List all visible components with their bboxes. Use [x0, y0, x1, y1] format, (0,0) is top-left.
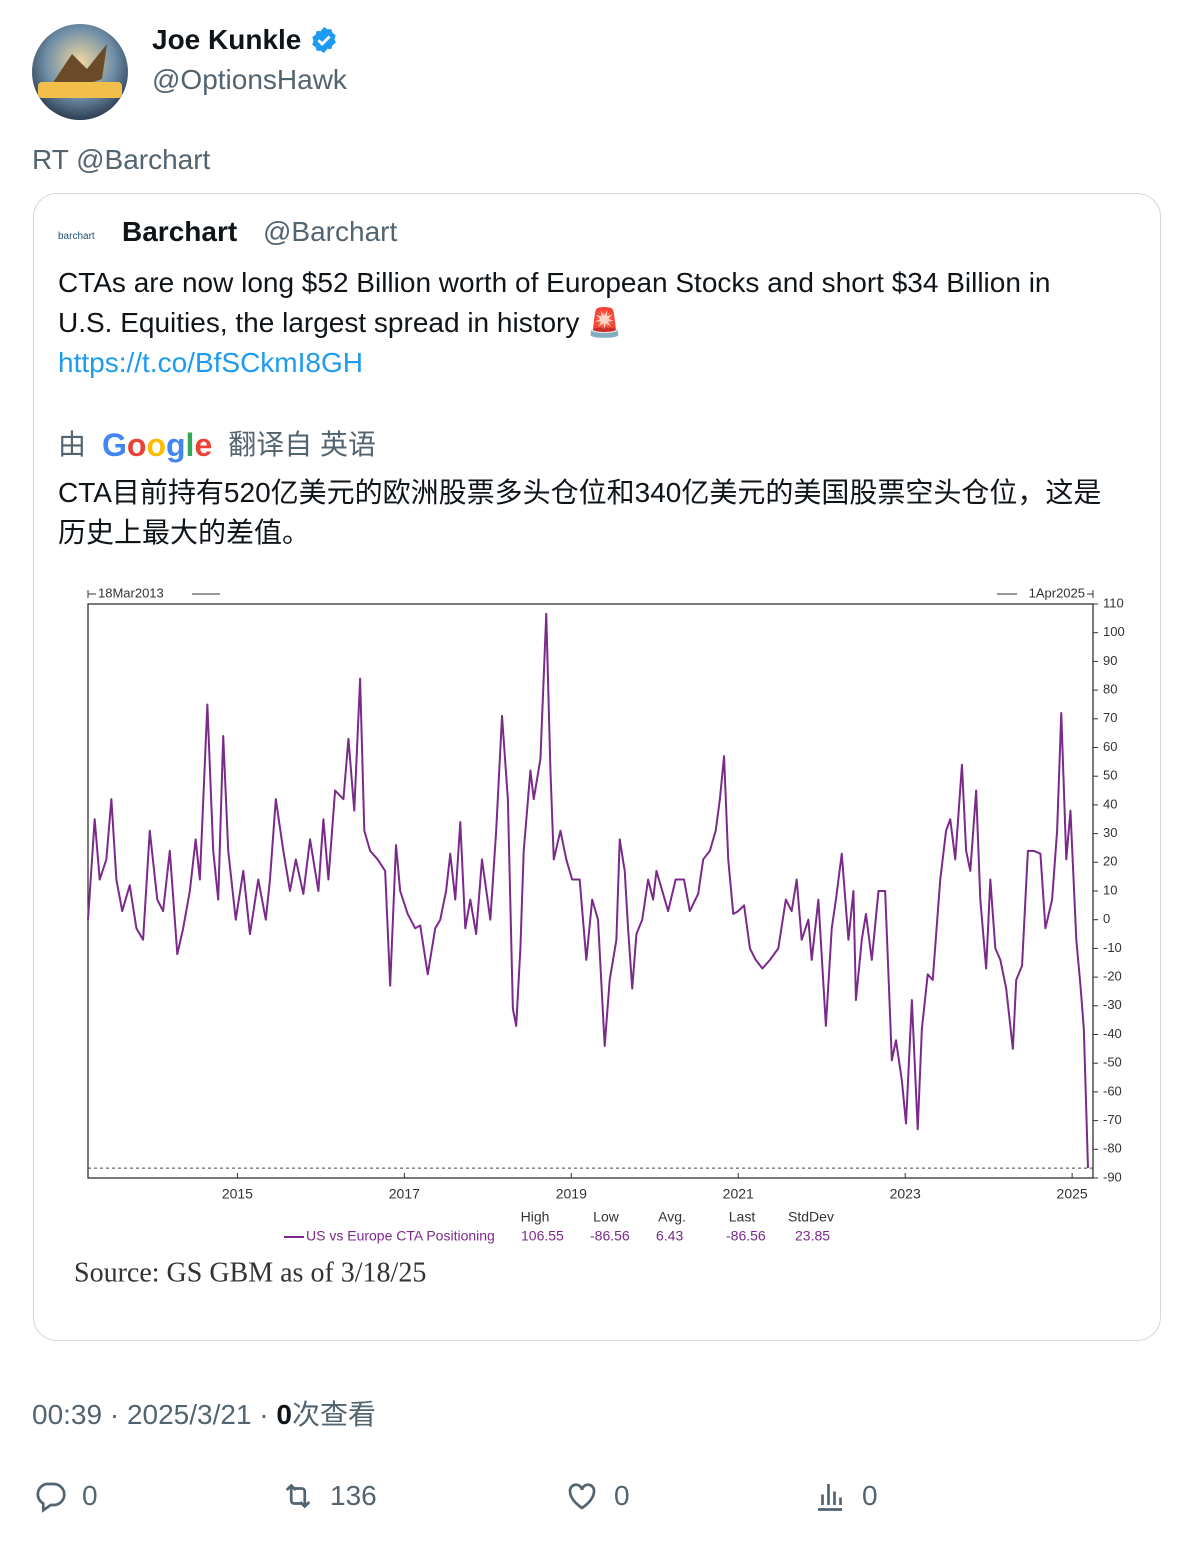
views-count: 0 [276, 1399, 292, 1430]
views-icon [818, 1484, 842, 1511]
translation-suffix: 翻译自 英语 [228, 429, 377, 460]
google-letter: G [102, 427, 127, 463]
y-tick-label: 10 [1103, 882, 1117, 897]
quoted-name[interactable]: Barchart [122, 216, 238, 247]
like-count: 0 [614, 1480, 630, 1511]
google-logo: Google [102, 425, 212, 465]
stat-label: StdDev [788, 1209, 834, 1225]
like-icon [568, 1483, 596, 1510]
barchart-logo: barchart [58, 231, 95, 242]
author-row: Joe Kunkle [152, 24, 339, 56]
avatar-banner [38, 82, 122, 98]
translated-text: CTA目前持有520亿美元的欧洲股票多头仓位和340亿美元的美国股票空头仓位，这… [58, 477, 1102, 548]
y-tick-label: 0 [1103, 911, 1110, 926]
stat-label: High [521, 1209, 550, 1225]
x-tick-label: 2023 [890, 1186, 921, 1202]
range-decoration [87, 590, 1094, 598]
views-label: 次查看 [291, 1399, 376, 1430]
stat-label: Avg. [658, 1209, 686, 1225]
y-tick-label: -80 [1103, 1141, 1122, 1156]
stat-label: Low [593, 1209, 620, 1225]
chart-image: 18Mar2013 1Apr2025 -90 -80 -70 -60 -50 -40 -30 -2… [74, 585, 1125, 1288]
timestamp-row: 00:39 · 2025/3/21 · 0次查看 [32, 1393, 376, 1433]
end-date-label: 1Apr2025 [1029, 585, 1085, 600]
stat-value: 6.43 [656, 1228, 683, 1244]
reply-icon [36, 1482, 66, 1513]
x-tick-label: 2019 [556, 1186, 587, 1202]
y-tick-label: 50 [1103, 768, 1117, 783]
quoted-link[interactable]: https://t.co/BfSCkmI8GH [58, 347, 363, 378]
y-tick-label: -90 [1103, 1169, 1122, 1184]
y-tick-label: 100 [1103, 624, 1125, 639]
timestamp: 00:39 · 2025/3/21 · [32, 1399, 277, 1430]
x-tick-label: 2015 [222, 1186, 253, 1202]
views-action[interactable]: 0 [812, 1478, 878, 1514]
reply-action[interactable]: 0 [32, 1478, 98, 1514]
google-letter: o [146, 427, 166, 463]
legend-label: US vs Europe CTA Positioning [306, 1228, 495, 1244]
y-tick-label: 40 [1103, 796, 1117, 811]
retweet-action[interactable]: 136 [280, 1478, 377, 1514]
y-tick-label: 20 [1103, 854, 1117, 869]
plot-frame [87, 603, 1094, 1179]
author-name[interactable]: Joe Kunkle [152, 24, 302, 55]
y-tick-label: 110 [1103, 595, 1124, 610]
google-letter: e [194, 427, 213, 463]
x-tick-label: 2025 [1057, 1186, 1088, 1202]
translation-prefix: 由 [58, 429, 87, 460]
start-date-label: 18Mar2013 [98, 585, 164, 600]
y-tick-label: 30 [1103, 825, 1117, 840]
y-tick-label: -50 [1103, 1055, 1122, 1070]
google-letter: l [185, 427, 195, 463]
chart-source: Source: GS GBM as of 3/18/25 [74, 1257, 426, 1288]
x-tick-label: 2021 [723, 1186, 754, 1202]
quoted-tweet[interactable] [33, 193, 1161, 1341]
stat-value: -86.56 [590, 1228, 630, 1244]
like-action[interactable]: 0 [564, 1478, 630, 1514]
quoted-text: CTAs are now long $52 Billion worth of E… [58, 267, 1051, 338]
series-line [87, 612, 1089, 1169]
y-tick-label: 70 [1103, 710, 1117, 725]
y-tick-label: -60 [1103, 1083, 1122, 1098]
retweet-count: 136 [330, 1480, 377, 1511]
x-tick-label: 2017 [389, 1186, 420, 1202]
stat-value: 106.55 [521, 1228, 564, 1244]
views-count-action: 0 [862, 1480, 878, 1511]
avatar-hawk [52, 44, 107, 86]
google-letter: o [126, 427, 147, 463]
translation-row: 由 Google 翻译自 英语 [58, 425, 376, 465]
y-tick-label: -20 [1103, 969, 1122, 984]
quoted-handle[interactable]: @Barchart [263, 216, 398, 247]
retweet-icon [285, 1483, 311, 1509]
y-tick-label: -70 [1103, 1112, 1122, 1127]
stat-value: -86.56 [726, 1228, 766, 1244]
retweet-label: RT @Barchart [32, 144, 211, 175]
stat-value: 23.85 [795, 1228, 830, 1244]
verified-badge [312, 26, 337, 54]
google-letter: g [166, 427, 186, 463]
y-tick-label: 80 [1103, 682, 1117, 697]
y-tick-label: 60 [1103, 739, 1117, 754]
reply-count: 0 [82, 1480, 98, 1511]
y-tick-label: -10 [1103, 940, 1122, 955]
y-tick-label: -40 [1103, 1026, 1122, 1041]
stat-label: Last [729, 1209, 756, 1225]
y-tick-label: -30 [1103, 997, 1122, 1012]
author-handle[interactable]: @OptionsHawk [152, 64, 347, 95]
y-tick-label: 90 [1103, 653, 1117, 668]
avatar[interactable] [32, 24, 128, 120]
